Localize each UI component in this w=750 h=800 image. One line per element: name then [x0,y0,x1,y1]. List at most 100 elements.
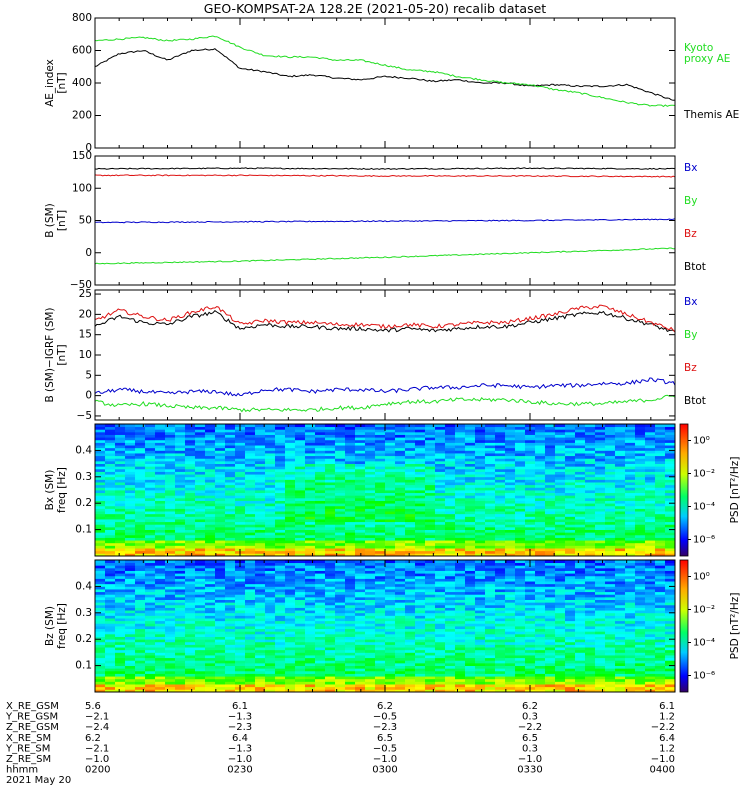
heatmap-cell [315,565,326,569]
heatmap-cell [225,591,236,595]
heatmap-cell [555,534,566,538]
heatmap-cell [225,468,236,472]
heatmap-cell [475,445,486,449]
heatmap-cell [135,583,146,587]
heatmap-cell [255,453,266,457]
heatmap-cell [155,526,166,530]
heatmap-cell [285,529,296,533]
heatmap-cell [175,458,186,462]
heatmap-cell [545,548,556,552]
heatmap-cell [495,553,506,557]
heatmap-cell [595,455,606,459]
heatmap-cell [485,534,496,538]
heatmap-cell [195,460,206,464]
heatmap-cell [665,524,676,528]
heatmap-cell [335,586,346,590]
heatmap-cell [545,553,556,557]
heatmap-cell [205,484,216,488]
heatmap-cell [305,521,316,525]
heatmap-cell [275,497,286,501]
heatmap-cell [405,521,416,525]
heatmap-cell [665,429,676,433]
heatmap-cell [155,511,166,515]
heatmap-cell [455,500,466,504]
heatmap-cell [435,500,446,504]
heatmap-cell [435,511,446,515]
heatmap-cell [525,524,536,528]
heatmap-cell [175,610,186,614]
heatmap-cell [465,487,476,491]
heatmap-cell [245,466,256,470]
heatmap-cell [165,524,176,528]
heatmap-cell [405,529,416,533]
heatmap-cell [275,424,286,428]
heatmap-cell [645,548,656,552]
heatmap-cell [145,657,156,661]
heatmap-cell [345,684,356,688]
heatmap-cell [345,615,356,619]
heatmap-cell [445,471,456,475]
heatmap-cell [115,567,126,571]
heatmap-cell [415,532,426,536]
heatmap-cell [625,550,636,554]
heatmap-cell [165,553,176,557]
heatmap-cell [125,684,136,688]
heatmap-cell [165,529,176,533]
heatmap-cell [515,526,526,530]
heatmap-cell [265,529,276,533]
heatmap-cell [335,560,346,564]
heatmap-cell [425,434,436,438]
heatmap-cell [365,626,376,630]
heatmap-cell [375,513,386,517]
heatmap-cell [175,484,186,488]
heatmap-cell [155,476,166,480]
heatmap-cell [295,503,306,507]
heatmap-cell [125,662,136,666]
heatmap-cell [195,631,206,635]
heatmap-cell [185,565,196,569]
heatmap-cell [125,532,136,536]
heatmap-cell [535,455,546,459]
heatmap-cell [115,513,126,517]
heatmap-cell [665,424,676,428]
heatmap-cell [495,550,506,554]
heatmap-cell [335,542,346,546]
heatmap-cell [355,548,366,552]
heatmap-cell [295,426,306,430]
heatmap-cell [185,471,196,475]
heatmap-cell [165,479,176,483]
heatmap-cell [425,596,436,600]
heatmap-cell [265,476,276,480]
heatmap-cell [275,479,286,483]
heatmap-cell [575,453,586,457]
heatmap-cell [335,673,346,677]
heatmap-cell [245,442,256,446]
heatmap-cell [235,676,246,680]
heatmap-cell [115,649,126,653]
heatmap-cell [315,641,326,645]
heatmap-cell [655,434,666,438]
heatmap-cell [525,511,536,515]
heatmap-cell [665,479,676,483]
heatmap-cell [405,534,416,538]
heatmap-cell [195,607,206,611]
heatmap-cell [445,426,456,430]
heatmap-cell [435,513,446,517]
heatmap-cell [255,633,266,637]
heatmap-cell [325,628,336,632]
heatmap-cell [235,620,246,624]
heatmap-cell [405,455,416,459]
heatmap-cell [325,599,336,603]
heatmap-cell [115,437,126,441]
heatmap-cell [425,439,436,443]
heatmap-cell [545,508,556,512]
heatmap-cell [475,426,486,430]
heatmap-cell [105,529,116,533]
heatmap-cell [335,532,346,536]
heatmap-cell [665,460,676,464]
heatmap-cell [285,513,296,517]
heatmap-cell [665,495,676,499]
heatmap-cell [205,575,216,579]
heatmap-cell [395,508,406,512]
